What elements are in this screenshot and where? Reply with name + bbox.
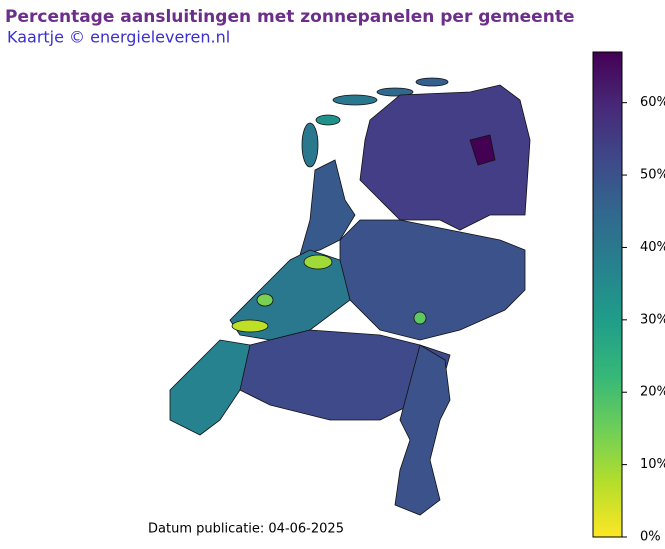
region-north: [359, 84, 531, 231]
island: [415, 77, 449, 87]
city: [303, 254, 333, 270]
region-limburg: [394, 344, 451, 516]
city: [413, 311, 427, 325]
colorbar-tick-label: 30%: [640, 312, 665, 327]
island: [376, 87, 414, 97]
city: [231, 319, 269, 333]
island: [332, 94, 378, 106]
colorbar: [592, 51, 623, 538]
colorbar-tick-label: 20%: [640, 385, 665, 400]
colorbar-tick-label: 60%: [640, 95, 665, 110]
region-center: [339, 219, 526, 341]
region-southholland: [229, 249, 351, 341]
region-north: [469, 134, 496, 166]
colorbar-tick-label: 10%: [640, 457, 665, 472]
colorbar-tick-label: 40%: [640, 240, 665, 255]
subtitle: Kaartje © energieleveren.nl: [7, 28, 230, 47]
colorbar-tick-label: 0%: [640, 530, 661, 545]
map: [169, 77, 531, 516]
island: [315, 114, 341, 126]
colorbar-tick-label: 50%: [640, 168, 665, 183]
island: [301, 122, 319, 168]
footer: Datum publicatie: 04-06-2025: [148, 522, 344, 537]
title: Percentage aansluitingen met zonnepanele…: [5, 7, 574, 27]
city: [256, 293, 274, 307]
